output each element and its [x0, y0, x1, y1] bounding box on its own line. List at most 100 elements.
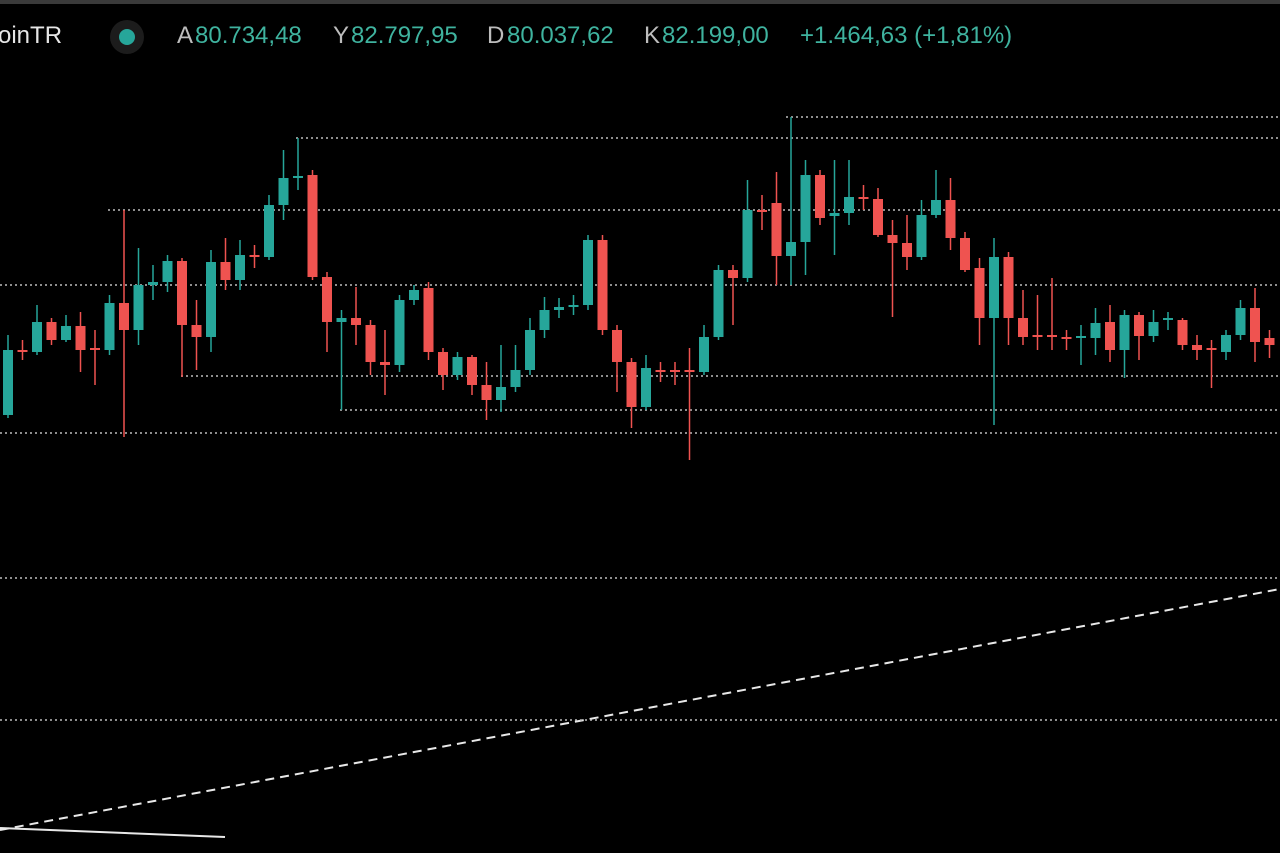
candle-body [1018, 318, 1028, 337]
candle-body [1032, 335, 1043, 337]
candle-body [177, 261, 187, 325]
candle-body [945, 200, 956, 238]
candle-body [568, 305, 579, 307]
symbol[interactable]: oinTR [0, 22, 63, 49]
candle-body [452, 357, 463, 375]
candle-body [829, 213, 840, 216]
candle-body [467, 357, 477, 385]
candle-body [931, 200, 941, 215]
top-bar [0, 0, 1280, 4]
candle-body [684, 370, 695, 372]
candle-body [771, 203, 782, 256]
ohlc-label: D [487, 22, 505, 49]
candle-body [235, 255, 245, 280]
change: +1.464,63 (+1,81%) [800, 22, 1013, 49]
ohlc-value: 82.797,95 [351, 22, 458, 49]
candle-body [1105, 322, 1115, 350]
candle-body [17, 350, 28, 352]
candle-body [133, 285, 144, 330]
candle-body [496, 387, 506, 400]
candle-body [510, 370, 521, 387]
candle-body [220, 262, 231, 280]
candle-body [1003, 257, 1014, 318]
candle-body [1061, 337, 1072, 339]
candle-body [742, 210, 753, 278]
status-dot [110, 20, 144, 54]
candle-body [1192, 345, 1202, 350]
candle-body [119, 303, 129, 330]
candle-body [554, 307, 564, 310]
candle-body [728, 270, 738, 278]
candle-body [844, 197, 854, 213]
candle-body [1250, 308, 1260, 342]
candle-body [438, 352, 448, 375]
candle-body [380, 362, 390, 365]
candle-body [75, 326, 86, 350]
candle-body [278, 178, 289, 205]
ohlc-value: 82.199,00 [662, 22, 769, 49]
candle-body [307, 175, 318, 277]
candle-body [394, 300, 405, 365]
candle-body [597, 240, 608, 330]
candle-body [481, 385, 492, 400]
candle-body [1177, 320, 1188, 345]
candle-body [858, 197, 869, 199]
candle-body [293, 176, 303, 178]
ohlc-value: 80.734,48 [195, 22, 302, 49]
candle-body [989, 257, 999, 318]
candle-body [902, 243, 912, 257]
candle-body [612, 330, 622, 362]
candle-body [351, 318, 361, 325]
candle-body [641, 368, 651, 407]
drawn-line [0, 827, 226, 838]
candle-body [670, 370, 680, 372]
candle-body [1047, 335, 1057, 337]
candle-body [539, 310, 550, 330]
candle-body [90, 348, 100, 350]
candle-body [815, 175, 825, 218]
candle-body [3, 350, 13, 415]
candle-body [191, 325, 202, 337]
candle-body [800, 175, 811, 242]
candle-body [525, 330, 535, 370]
candle-body [960, 238, 970, 270]
ohlc-label: Y [333, 22, 350, 49]
candle-body [1134, 315, 1144, 336]
candle-body [1264, 338, 1275, 345]
candle-body [713, 270, 724, 337]
candle-body [1206, 348, 1217, 350]
ohlc-label: K [644, 22, 661, 49]
candle-body [104, 303, 115, 350]
candle-body [655, 370, 666, 372]
candle-body [873, 199, 883, 235]
candle-body [1163, 318, 1173, 320]
candle-body [336, 318, 347, 322]
candle-body [1119, 315, 1130, 350]
ohlc-label: A [177, 22, 194, 49]
candle-body [1076, 336, 1086, 338]
candle-body [583, 240, 593, 305]
candle-body [1235, 308, 1246, 335]
candle-body [365, 325, 376, 362]
candle-body [974, 268, 985, 318]
candle-body [887, 235, 898, 243]
candle-body [409, 290, 419, 300]
candle-body [162, 261, 173, 282]
candle-body [423, 288, 434, 352]
candle-body [148, 282, 158, 285]
candle-body [757, 210, 767, 212]
candle-body [786, 242, 796, 256]
candle-body [206, 262, 216, 337]
candle-body [1148, 322, 1159, 336]
candle-body [322, 277, 332, 322]
candle-body [61, 326, 71, 340]
candle-body [1221, 335, 1231, 352]
candle-body [1090, 323, 1101, 338]
candle-body [699, 337, 709, 372]
candle-body [626, 362, 637, 407]
candle-body [46, 322, 57, 340]
candle-body [916, 215, 927, 257]
candle-body [249, 255, 260, 257]
